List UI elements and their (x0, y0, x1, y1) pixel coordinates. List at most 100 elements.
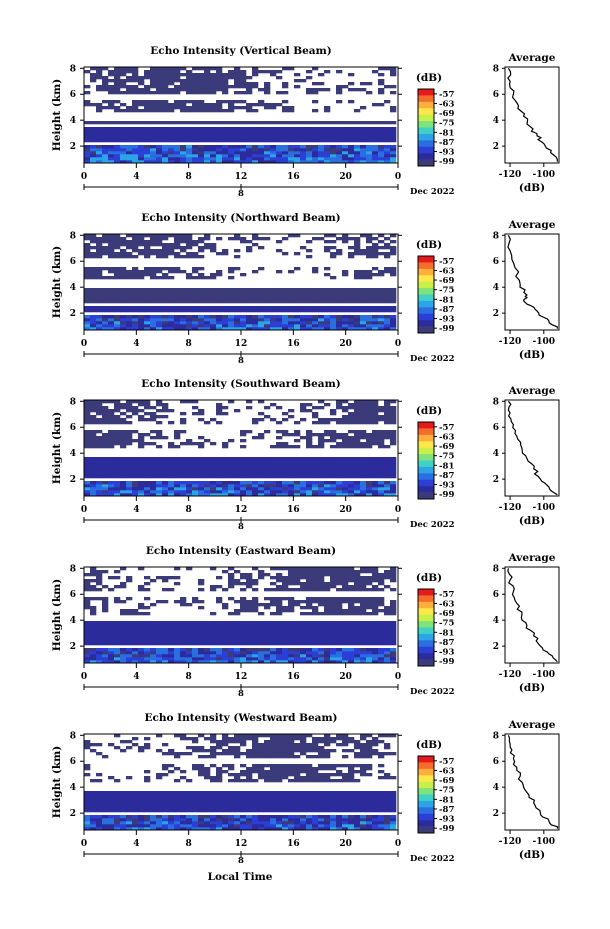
heatmap-cell (336, 627, 343, 631)
heatmap-cell (174, 252, 181, 256)
heatmap-cell (114, 243, 121, 247)
heatmap-cell (390, 324, 397, 328)
y-tick-label: 4 (70, 116, 76, 126)
heatmap-cell (258, 791, 265, 795)
heatmap-cell (252, 579, 259, 583)
colorbar-tick-label: -63 (439, 99, 454, 109)
heatmap-cell (114, 306, 121, 310)
heatmap-cell (120, 815, 127, 819)
heatmap-cell (270, 481, 277, 485)
heatmap-cell (126, 651, 133, 655)
heatmap-cell (144, 418, 151, 422)
heatmap-cell (384, 490, 391, 494)
heatmap-cell (372, 651, 379, 655)
heatmap-cell (84, 824, 91, 828)
heatmap-cell (150, 415, 157, 419)
heatmap-cell (318, 433, 325, 437)
colorbar-frame (417, 588, 435, 667)
heatmap-cell (90, 609, 97, 613)
heatmap-cell (360, 493, 367, 497)
heatmap-cell (372, 249, 379, 253)
heatmap-cell (210, 321, 217, 325)
heatmap-cell (120, 809, 127, 813)
heatmap-cell (330, 439, 337, 443)
heatmap-cell (90, 654, 97, 658)
heatmap-cell (156, 445, 163, 449)
heatmap-cell (240, 657, 247, 661)
heatmap-cell (294, 821, 301, 825)
heatmap-cell (288, 445, 295, 449)
heatmap-cell (270, 318, 277, 322)
heatmap-cell (384, 409, 391, 413)
heatmap-cell (240, 481, 247, 485)
heatmap-cell (192, 240, 199, 244)
heatmap-cell (222, 297, 229, 301)
heatmap-cell (330, 315, 337, 319)
colorbar-tick-label: -93 (439, 648, 454, 658)
heatmap-cell (360, 582, 367, 586)
heatmap-cell (270, 300, 277, 304)
heatmap-cell (192, 291, 199, 295)
heatmap-cell (120, 255, 127, 259)
heatmap-cell (126, 306, 133, 310)
heatmap-cell (306, 240, 313, 244)
heatmap-cell (270, 806, 277, 810)
colorbar-tick-label: -75 (439, 619, 454, 629)
heatmap-cell (138, 103, 145, 107)
heatmap-cell (294, 430, 301, 434)
heatmap-cell (348, 100, 355, 104)
heatmap-cell (108, 88, 115, 92)
heatmap-cell (324, 139, 331, 143)
heatmap-cell (252, 642, 259, 646)
heatmap-cell (162, 827, 169, 831)
heatmap-cell (180, 487, 187, 491)
heatmap-cell (222, 824, 229, 828)
heatmap-cell (168, 76, 175, 80)
heatmap-cell (312, 600, 319, 604)
heatmap-cell (108, 433, 115, 437)
heatmap-cell (294, 481, 301, 485)
heatmap-cell (150, 294, 157, 298)
heatmap-cell (372, 306, 379, 310)
heatmap-cell (378, 157, 385, 161)
colorbar-swatch (418, 614, 434, 622)
heatmap-cell (102, 445, 109, 449)
heatmap-cell (126, 463, 133, 467)
heatmap-cell (138, 76, 145, 80)
heatmap-cell (318, 809, 325, 813)
heatmap-cell (354, 409, 361, 413)
heatmap-cell (378, 582, 385, 586)
heatmap-cell (84, 70, 91, 74)
heatmap-cell (222, 475, 229, 479)
heatmap-cell (240, 624, 247, 628)
heatmap-cell (174, 145, 181, 149)
heatmap-cell (270, 582, 277, 586)
heatmap-cell (90, 160, 97, 164)
heatmap-cell (288, 588, 295, 592)
heatmap-cell (306, 442, 313, 446)
heatmap-cell (300, 460, 307, 464)
avg-y-tick-label: 2 (493, 642, 499, 652)
heatmap-cell (336, 576, 343, 580)
heatmap-cell (186, 139, 193, 143)
heatmap-cell (132, 267, 139, 271)
heatmap-cell (390, 291, 397, 295)
heatmap-cell (270, 157, 277, 161)
heatmap-cell (330, 815, 337, 819)
heatmap-cell (378, 294, 385, 298)
heatmap-cell (330, 487, 337, 491)
heatmap-cell (270, 306, 277, 310)
heatmap-cell (288, 157, 295, 161)
heatmap-cell (360, 636, 367, 640)
heatmap-cell (90, 130, 97, 134)
heatmap-cell (270, 70, 277, 74)
heatmap-cell (216, 818, 223, 822)
heatmap-cell (270, 651, 277, 655)
heatmap-cell (96, 439, 103, 443)
heatmap-cell (372, 627, 379, 631)
heatmap-cell (228, 797, 235, 801)
heatmap-cell (378, 630, 385, 634)
heatmap-cell (270, 103, 277, 107)
heatmap-cell (282, 633, 289, 637)
heatmap-cell (168, 475, 175, 479)
